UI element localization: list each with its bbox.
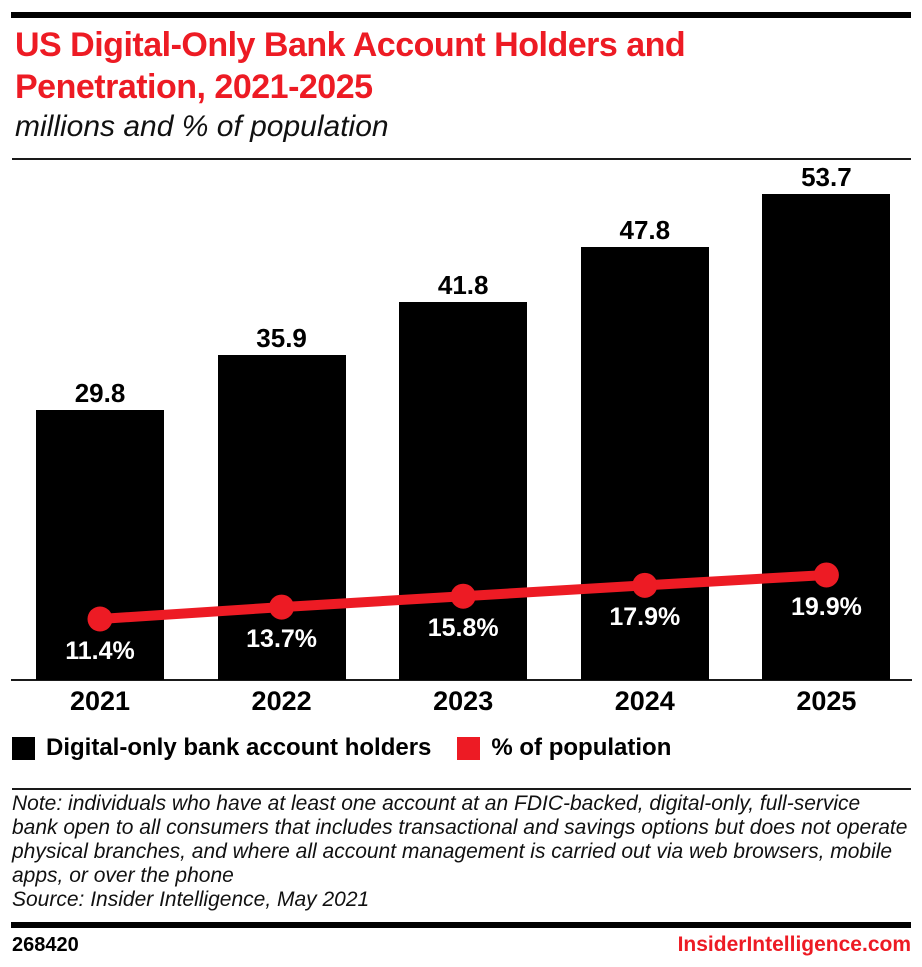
footer-rule xyxy=(11,922,911,928)
source-text: Source: Insider Intelligence, May 2021 xyxy=(12,888,370,911)
bar-value-label-2021: 29.8 xyxy=(74,378,126,409)
x-tick-label-2023: 2023 xyxy=(433,686,494,716)
x-tick-label-2024: 2024 xyxy=(614,686,675,716)
bar-2025 xyxy=(762,194,891,680)
percent-point-2024 xyxy=(632,572,658,598)
bar-2021 xyxy=(36,410,164,680)
site-link[interactable]: InsiderIntelligence.com xyxy=(677,933,911,956)
page-title: US Digital-Only Bank Account Holders and… xyxy=(15,24,835,108)
combo-chart: 29.8 11.4% 2021 35.9 13.7% 2022 41.8 15.8% 2023 4… xyxy=(0,160,922,720)
bar-2024 xyxy=(580,247,709,680)
line-value-label-2024: 17.9% xyxy=(609,603,681,632)
bar-2023 xyxy=(399,301,528,680)
x-tick-label-2022: 2022 xyxy=(251,686,312,716)
bar-value-label-2024: 47.8 xyxy=(619,215,671,246)
bar-value-label-2022: 35.9 xyxy=(256,323,307,354)
footnote-divider xyxy=(12,788,911,790)
line-value-label-2023: 15.8% xyxy=(427,614,499,643)
chart-id: 268420 xyxy=(12,934,79,956)
note-text: Note: individuals who have at least one … xyxy=(12,792,908,887)
x-axis-line xyxy=(11,679,912,681)
bar-value-label-2025: 53.7 xyxy=(801,162,852,192)
page-subtitle: millions and % of population xyxy=(15,110,389,143)
x-tick-label-2025: 2025 xyxy=(796,686,857,716)
line-value-label-2025: 19.9% xyxy=(790,592,862,621)
percent-point-2023 xyxy=(450,583,476,609)
bar-value-label-2023: 41.8 xyxy=(437,269,489,300)
line-value-label-2021: 11.4% xyxy=(65,637,135,665)
legend-item-line: % of population xyxy=(457,734,671,762)
x-tick-label-2021: 2021 xyxy=(69,686,131,716)
footnotes: Note: individuals who have at least one … xyxy=(12,792,911,912)
legend-swatch-line xyxy=(457,736,481,760)
legend-swatch-bars xyxy=(12,736,35,760)
page-title-line1: US Digital-Only Bank Account Holders and xyxy=(15,26,686,64)
legend: Digital-only bank account holders % of p… xyxy=(12,734,671,762)
percent-point-2025 xyxy=(813,562,839,588)
percent-line-series xyxy=(87,562,839,632)
page-title-line2: Penetration, 2021-2025 xyxy=(15,68,373,106)
percent-point-2021 xyxy=(87,606,113,632)
percent-point-2022 xyxy=(269,594,295,620)
legend-label-line: % of population xyxy=(491,734,672,761)
legend-label-bars: Digital-only bank account holders xyxy=(46,734,432,761)
top-rule xyxy=(11,12,911,18)
line-value-label-2022: 13.7% xyxy=(246,625,318,654)
footer: 268420 InsiderIntelligence.com xyxy=(12,933,911,957)
bar-2022 xyxy=(217,355,346,680)
legend-item-bars: Digital-only bank account holders xyxy=(12,734,431,762)
header-divider xyxy=(12,158,911,160)
